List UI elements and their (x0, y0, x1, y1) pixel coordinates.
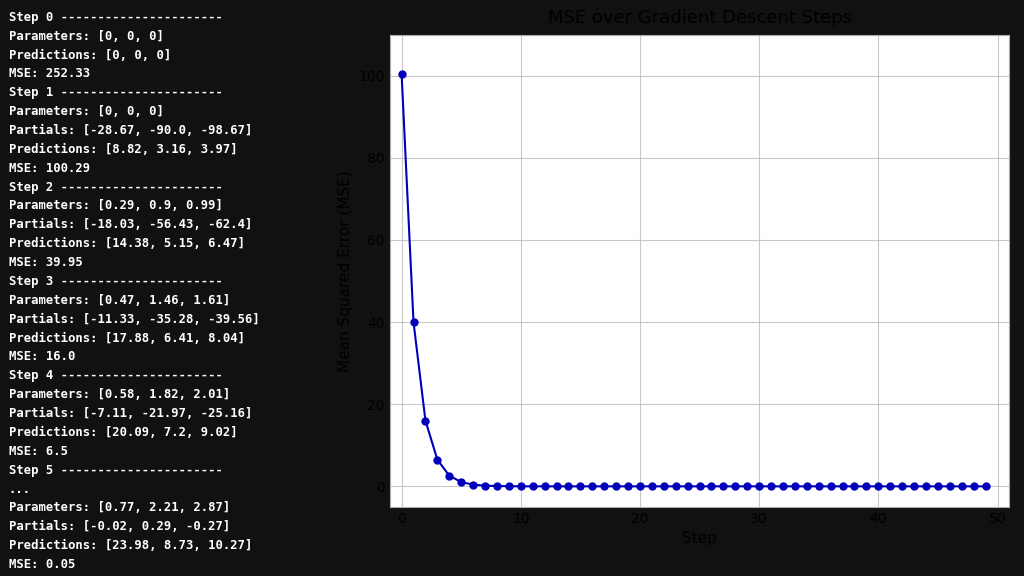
Text: Partials: [-28.67, -90.0, -98.67]: Partials: [-28.67, -90.0, -98.67] (9, 124, 252, 137)
Title: MSE over Gradient Descent Steps: MSE over Gradient Descent Steps (548, 9, 852, 28)
Text: Predictions: [14.38, 5.15, 6.47]: Predictions: [14.38, 5.15, 6.47] (9, 237, 245, 250)
Text: Step 5 ----------------------: Step 5 ---------------------- (9, 464, 223, 476)
Text: Step 4 ----------------------: Step 4 ---------------------- (9, 369, 223, 382)
Text: Step 2 ----------------------: Step 2 ---------------------- (9, 181, 223, 194)
Text: MSE: 39.95: MSE: 39.95 (9, 256, 83, 269)
Text: ...: ... (9, 483, 31, 495)
Text: Predictions: [8.82, 3.16, 3.97]: Predictions: [8.82, 3.16, 3.97] (9, 143, 238, 156)
Text: Partials: [-7.11, -21.97, -25.16]: Partials: [-7.11, -21.97, -25.16] (9, 407, 252, 420)
Text: Step 0 ----------------------: Step 0 ---------------------- (9, 11, 223, 24)
Text: Predictions: [0, 0, 0]: Predictions: [0, 0, 0] (9, 48, 171, 62)
Text: Predictions: [20.09, 7.2, 9.02]: Predictions: [20.09, 7.2, 9.02] (9, 426, 238, 439)
X-axis label: Step: Step (682, 531, 717, 546)
Text: MSE: 252.33: MSE: 252.33 (9, 67, 90, 81)
Text: MSE: 100.29: MSE: 100.29 (9, 162, 90, 175)
Text: Parameters: [0.77, 2.21, 2.87]: Parameters: [0.77, 2.21, 2.87] (9, 501, 230, 514)
Text: Partials: [-11.33, -35.28, -39.56]: Partials: [-11.33, -35.28, -39.56] (9, 313, 260, 325)
Y-axis label: Mean Squared Error (MSE): Mean Squared Error (MSE) (338, 170, 353, 372)
Text: MSE: 6.5: MSE: 6.5 (9, 445, 68, 458)
Text: Predictions: [17.88, 6.41, 8.04]: Predictions: [17.88, 6.41, 8.04] (9, 332, 245, 344)
Text: Parameters: [0, 0, 0]: Parameters: [0, 0, 0] (9, 29, 164, 43)
Text: Parameters: [0.58, 1.82, 2.01]: Parameters: [0.58, 1.82, 2.01] (9, 388, 230, 401)
Text: Parameters: [0.47, 1.46, 1.61]: Parameters: [0.47, 1.46, 1.61] (9, 294, 230, 307)
Text: Partials: [-18.03, -56.43, -62.4]: Partials: [-18.03, -56.43, -62.4] (9, 218, 252, 232)
Text: Step 1 ----------------------: Step 1 ---------------------- (9, 86, 223, 99)
Text: MSE: 0.05: MSE: 0.05 (9, 558, 75, 571)
Text: MSE: 16.0: MSE: 16.0 (9, 350, 75, 363)
Text: Partials: [-0.02, 0.29, -0.27]: Partials: [-0.02, 0.29, -0.27] (9, 520, 230, 533)
Text: Step 3 ----------------------: Step 3 ---------------------- (9, 275, 223, 288)
Text: Parameters: [0.29, 0.9, 0.99]: Parameters: [0.29, 0.9, 0.99] (9, 199, 223, 213)
Text: Predictions: [23.98, 8.73, 10.27]: Predictions: [23.98, 8.73, 10.27] (9, 539, 252, 552)
Text: Parameters: [0, 0, 0]: Parameters: [0, 0, 0] (9, 105, 164, 118)
